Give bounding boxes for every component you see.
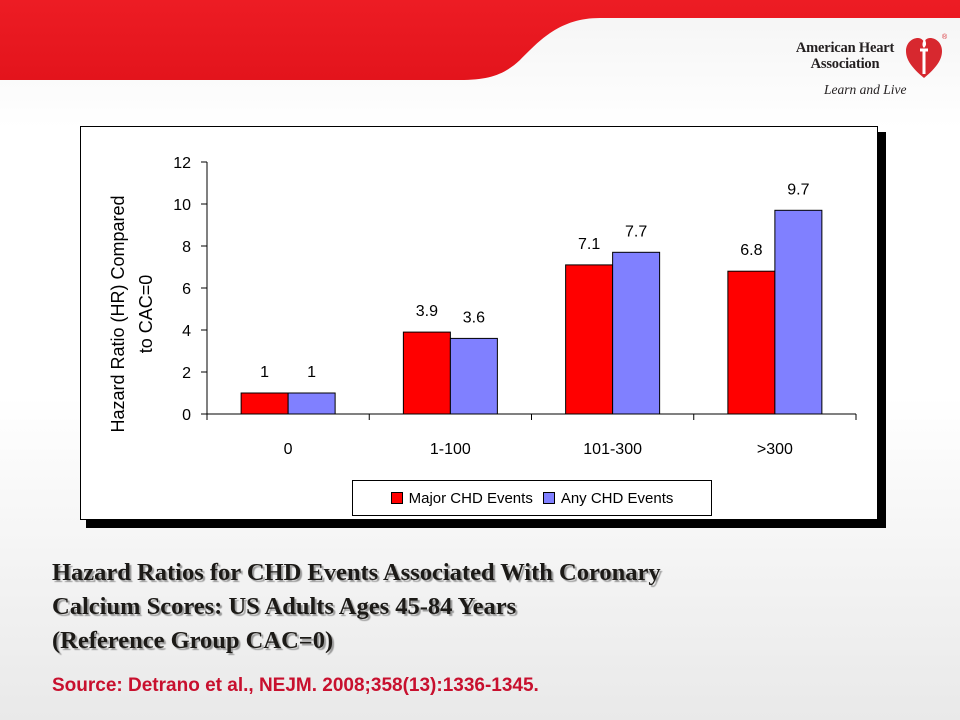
data-label: 1 <box>260 364 269 381</box>
caption-line-2: Calcium Scores: US Adults Ages 45-84 Yea… <box>52 593 517 620</box>
x-tick-label: 101-300 <box>583 441 642 458</box>
data-label: 6.8 <box>740 242 762 259</box>
caption-line-3: (Reference Group CAC=0) <box>52 627 334 654</box>
data-label: 1 <box>307 364 316 381</box>
legend-item-any: Any CHD Events <box>542 489 674 507</box>
y-tick-label: 2 <box>182 365 191 382</box>
legend-swatch-any <box>542 492 555 504</box>
data-label: 3.6 <box>463 309 485 326</box>
bar-major <box>402 331 451 415</box>
bar-any <box>449 337 498 415</box>
header-banner <box>0 0 960 128</box>
y-tick-label: 10 <box>173 197 191 214</box>
bar-any <box>774 209 823 415</box>
chart-data-labels: 1 1 3.9 3.6 7.1 7.7 6.8 9.7 <box>260 181 809 381</box>
data-label: 3.9 <box>416 303 438 320</box>
chart-legend: Major CHD Events Any CHD Events <box>352 480 712 516</box>
bar-chart: 1 1 3.9 3.6 7.1 7.7 6.8 9.7 0 2 4 6 8 10 12 0 1-100 101-… <box>108 155 857 458</box>
bar-major <box>727 270 776 415</box>
data-label: 9.7 <box>787 181 809 198</box>
bar-major <box>565 264 614 415</box>
data-label: 7.7 <box>625 223 647 240</box>
bar-major <box>240 392 289 415</box>
chart-bars <box>240 209 823 415</box>
legend-swatch-major <box>390 492 403 504</box>
y-tick-label: 6 <box>182 281 191 298</box>
y-axis-label-line2: to CAC=0 <box>136 275 156 354</box>
chart-tick-labels: 0 2 4 6 8 10 12 0 1-100 101-300 >300 <box>173 155 793 458</box>
caption-line-1: Hazard Ratios for CHD Events Associated … <box>52 559 661 586</box>
logo-tagline: Learn and Live <box>824 82 907 97</box>
x-tick-label: 0 <box>284 441 293 458</box>
legend-label-any: Any CHD Events <box>560 489 674 507</box>
logo-brand-name: American Heart Association <box>795 40 895 72</box>
data-label: 7.1 <box>578 236 600 253</box>
bar-any <box>287 392 336 415</box>
y-tick-label: 12 <box>173 155 191 172</box>
y-tick-label: 0 <box>182 407 191 424</box>
legend-label-major: Major CHD Events <box>408 489 533 507</box>
x-tick-label: >300 <box>757 441 793 458</box>
y-axis-label-line1: Hazard Ratio (HR) Compared <box>108 195 128 432</box>
heart-torch-icon <box>906 38 942 78</box>
legend-item-major: Major CHD Events <box>390 489 533 507</box>
slide-caption: Hazard Ratios for CHD Events Associated … <box>52 556 932 658</box>
bar-any <box>612 251 661 415</box>
y-tick-label: 8 <box>182 239 191 256</box>
source-citation: Source: Detrano et al., NEJM. 2008;358(1… <box>52 675 539 696</box>
aha-logo: American Heart Association ® Learn and L… <box>790 34 950 104</box>
y-tick-label: 4 <box>182 323 191 340</box>
registered-mark: ® <box>942 34 948 41</box>
x-tick-label: 1-100 <box>430 441 471 458</box>
